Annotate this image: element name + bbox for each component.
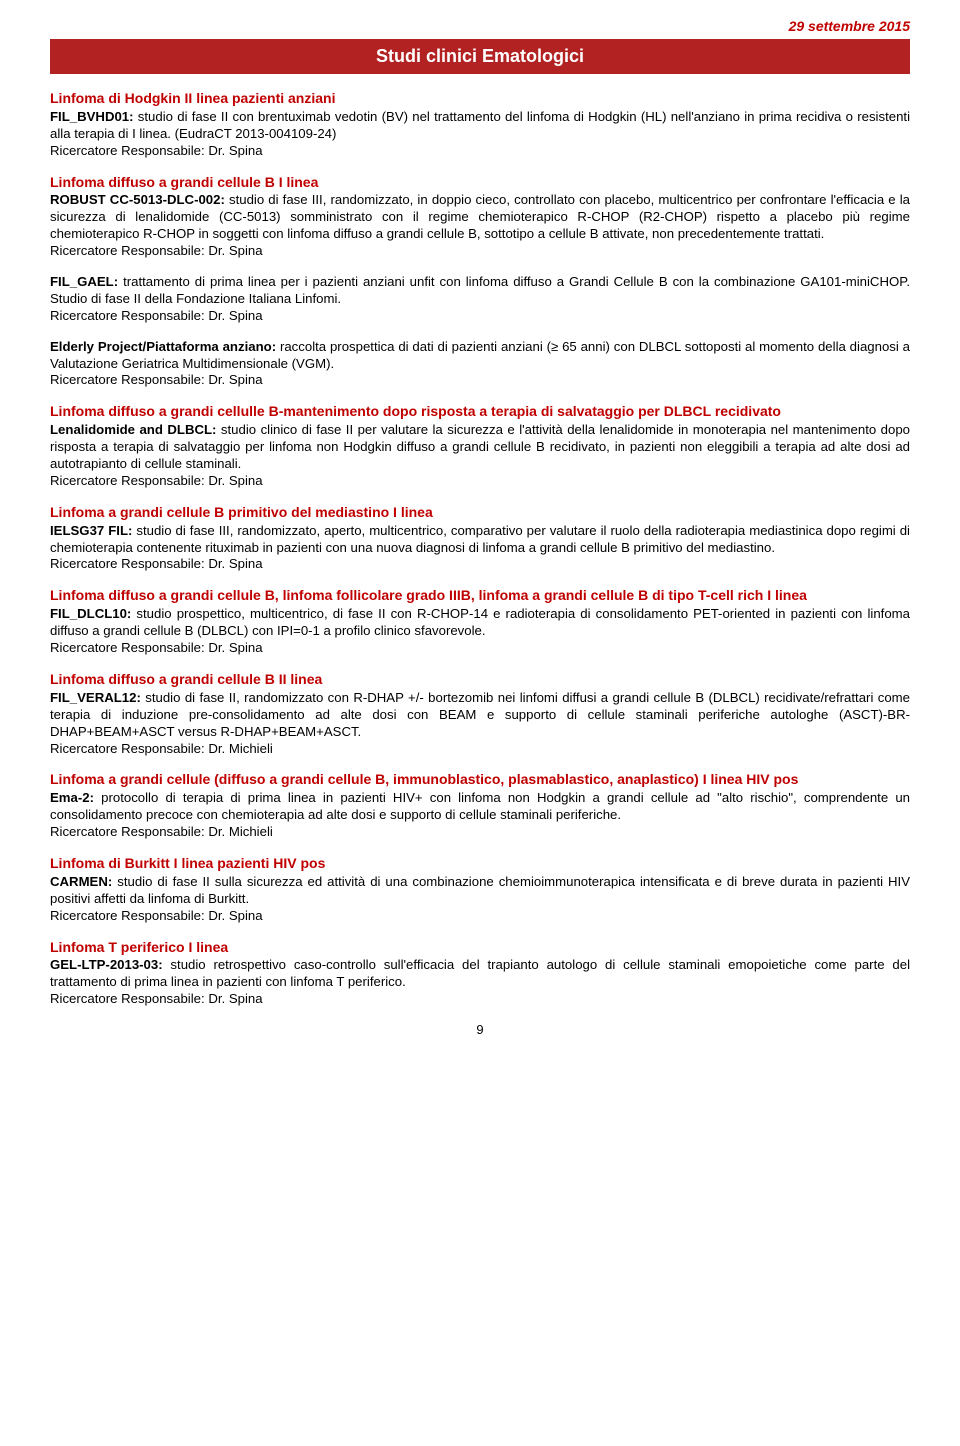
study-code: Elderly Project/Piattaforma anziano: <box>50 339 276 354</box>
study-section: Linfoma diffuso a grandi cellule B, linf… <box>50 587 910 657</box>
section-body: Elderly Project/Piattaforma anziano: rac… <box>50 339 910 373</box>
section-body: FIL_VERAL12: studio di fase II, randomiz… <box>50 690 910 741</box>
section-heading: Linfoma T periferico I linea <box>50 939 910 957</box>
section-body: FIL_DLCL10: studio prospettico, multicen… <box>50 606 910 640</box>
study-section: Linfoma a grandi cellule B primitivo del… <box>50 504 910 574</box>
section-body: Lenalidomide and DLBCL: studio clinico d… <box>50 422 910 473</box>
investigator-line: Ricercatore Responsabile: Dr. Spina <box>50 308 910 325</box>
study-code: Ema-2: <box>50 790 94 805</box>
study-description: trattamento di prima linea per i pazient… <box>50 274 910 306</box>
page-title: Studi clinici Ematologici <box>50 39 910 74</box>
investigator-line: Ricercatore Responsabile: Dr. Michieli <box>50 741 910 758</box>
study-description: studio di fase II sulla sicurezza ed att… <box>50 874 910 906</box>
section-body: FIL_BVHD01: studio di fase II con brentu… <box>50 109 910 143</box>
study-section: Linfoma T periferico I lineaGEL-LTP-2013… <box>50 939 910 1009</box>
study-description: protocollo di terapia di prima linea in … <box>50 790 910 822</box>
study-code: FIL_DLCL10: <box>50 606 131 621</box>
study-section: FIL_GAEL: trattamento di prima linea per… <box>50 274 910 325</box>
section-heading: Linfoma di Burkitt I linea pazienti HIV … <box>50 855 910 873</box>
section-heading: Linfoma di Hodgkin II linea pazienti anz… <box>50 90 910 108</box>
study-code: Lenalidomide and DLBCL: <box>50 422 216 437</box>
study-section: Linfoma a grandi cellule (diffuso a gran… <box>50 771 910 841</box>
section-body: CARMEN: studio di fase II sulla sicurezz… <box>50 874 910 908</box>
investigator-line: Ricercatore Responsabile: Dr. Spina <box>50 908 910 925</box>
section-heading: Linfoma diffuso a grandi cellule B I lin… <box>50 174 910 192</box>
study-section: Linfoma di Hodgkin II linea pazienti anz… <box>50 90 910 160</box>
section-body: IELSG37 FIL: studio di fase III, randomi… <box>50 523 910 557</box>
study-code: FIL_VERAL12: <box>50 690 141 705</box>
section-body: ROBUST CC-5013-DLC-002: studio di fase I… <box>50 192 910 243</box>
investigator-line: Ricercatore Responsabile: Dr. Michieli <box>50 824 910 841</box>
section-heading: Linfoma diffuso a grandi cellule B, linf… <box>50 587 910 605</box>
study-section: Linfoma diffuso a grandi cellule B II li… <box>50 671 910 757</box>
study-code: IELSG37 FIL: <box>50 523 132 538</box>
investigator-line: Ricercatore Responsabile: Dr. Spina <box>50 372 910 389</box>
page-number: 9 <box>50 1022 910 1039</box>
study-code: FIL_GAEL: <box>50 274 118 289</box>
section-body: GEL-LTP-2013-03: studio retrospettivo ca… <box>50 957 910 991</box>
study-description: studio di fase II con brentuximab vedoti… <box>50 109 910 141</box>
section-heading: Linfoma diffuso a grandi cellulle B-mant… <box>50 403 910 421</box>
study-code: CARMEN: <box>50 874 112 889</box>
section-heading: Linfoma a grandi cellule (diffuso a gran… <box>50 771 910 789</box>
study-description: studio retrospettivo caso-controllo sull… <box>50 957 910 989</box>
study-section: Elderly Project/Piattaforma anziano: rac… <box>50 339 910 390</box>
section-body: FIL_GAEL: trattamento di prima linea per… <box>50 274 910 308</box>
study-section: Linfoma diffuso a grandi cellulle B-mant… <box>50 403 910 489</box>
study-description: studio prospettico, multicentrico, di fa… <box>50 606 910 638</box>
study-code: GEL-LTP-2013-03: <box>50 957 163 972</box>
study-description: studio di fase II, randomizzato con R-DH… <box>50 690 910 739</box>
study-code: FIL_BVHD01: <box>50 109 134 124</box>
investigator-line: Ricercatore Responsabile: Dr. Spina <box>50 991 910 1008</box>
section-body: Ema-2: protocollo di terapia di prima li… <box>50 790 910 824</box>
section-heading: Linfoma diffuso a grandi cellule B II li… <box>50 671 910 689</box>
investigator-line: Ricercatore Responsabile: Dr. Spina <box>50 556 910 573</box>
study-section: Linfoma di Burkitt I linea pazienti HIV … <box>50 855 910 925</box>
document-date: 29 settembre 2015 <box>50 18 910 36</box>
study-code: ROBUST CC-5013-DLC-002: <box>50 192 225 207</box>
section-heading: Linfoma a grandi cellule B primitivo del… <box>50 504 910 522</box>
investigator-line: Ricercatore Responsabile: Dr. Spina <box>50 243 910 260</box>
investigator-line: Ricercatore Responsabile: Dr. Spina <box>50 143 910 160</box>
study-description: studio di fase III, randomizzato, aperto… <box>50 523 910 555</box>
investigator-line: Ricercatore Responsabile: Dr. Spina <box>50 473 910 490</box>
study-section: Linfoma diffuso a grandi cellule B I lin… <box>50 174 910 260</box>
investigator-line: Ricercatore Responsabile: Dr. Spina <box>50 640 910 657</box>
